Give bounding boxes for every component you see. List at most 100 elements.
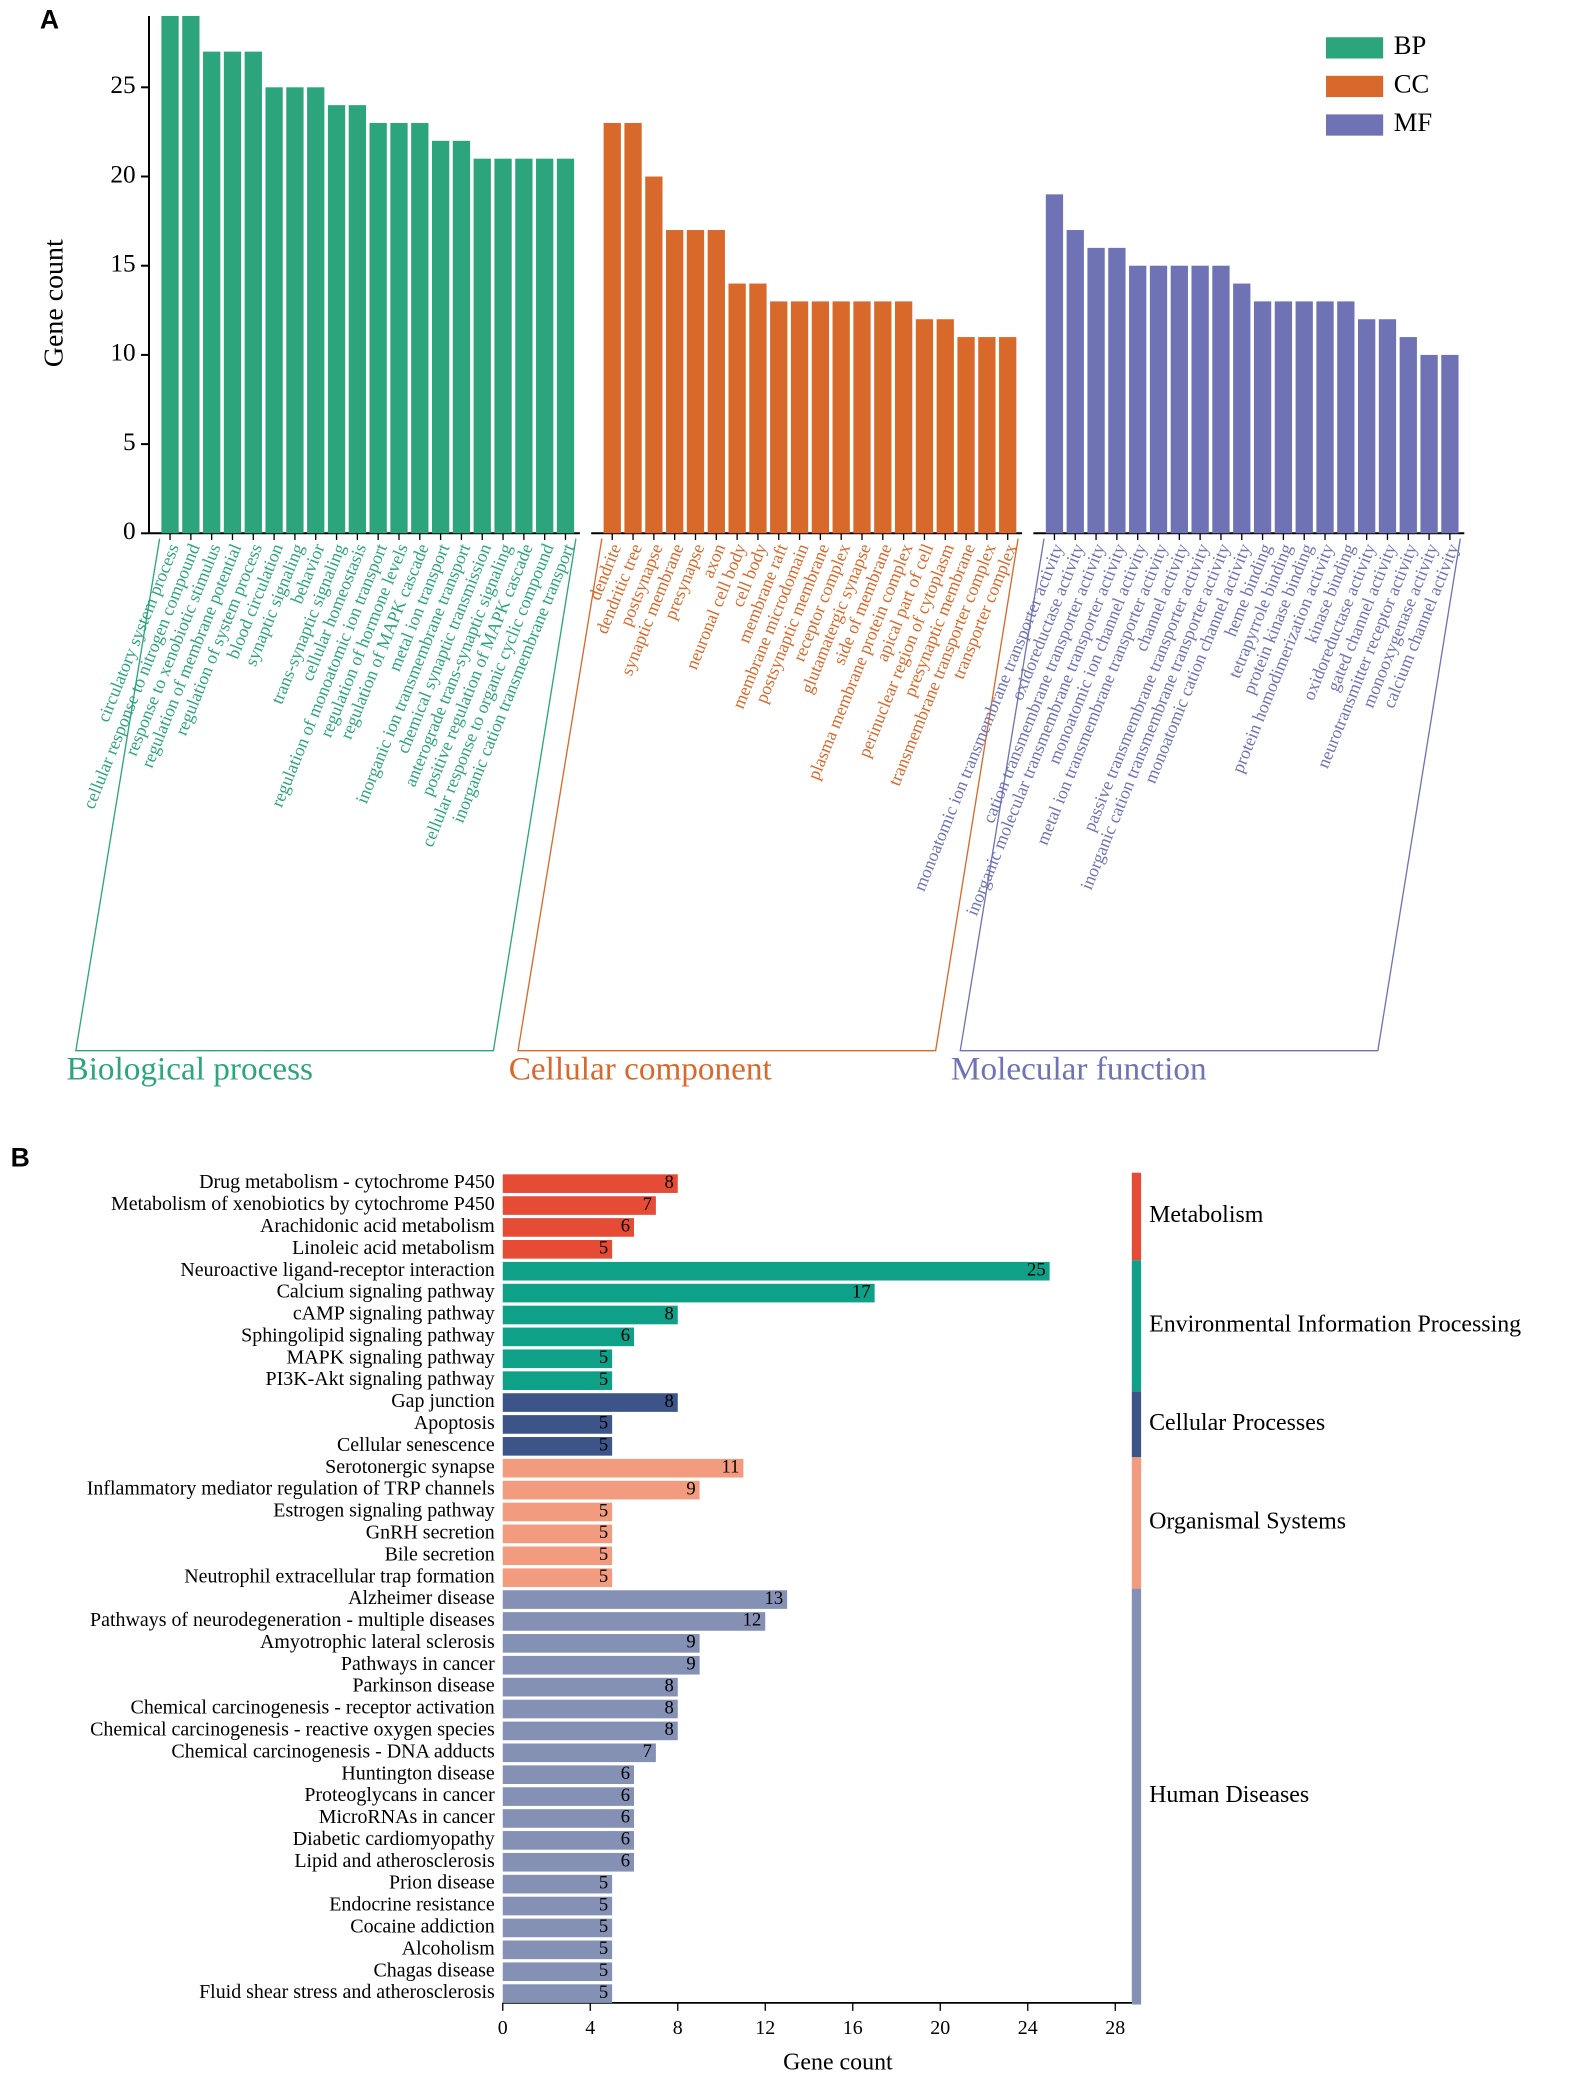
y-tick-label: Drug metabolism - cytochrome P450 [199,1171,495,1193]
x-tick-label: 28 [1105,2017,1125,2039]
value-label: 5 [599,1916,608,1937]
group-label: Molecular function [951,1051,1207,1088]
category-strip [1131,1172,1142,1261]
bar [832,301,850,534]
value-label: 6 [621,1763,630,1784]
value-label: 7 [643,1741,652,1762]
bar [686,230,705,534]
bar [790,301,809,534]
bar [502,1809,635,1828]
bar [1253,301,1272,534]
bar [603,122,621,534]
bar [1045,194,1064,534]
bar [1233,283,1251,534]
bar [728,283,746,534]
value-label: 6 [621,1216,630,1237]
bar [978,337,996,534]
bar [502,1743,656,1763]
legend-swatch [1325,114,1384,136]
value-label: 5 [599,1435,608,1456]
bar [502,1196,656,1215]
panel-label: B [11,1143,30,1173]
bar [502,1218,635,1237]
group-bracket [959,538,1461,1052]
y-tick-label: 5 [123,428,136,456]
bar [502,1480,700,1500]
bar [348,105,367,534]
value-label: 6 [621,1807,630,1828]
y-tick-label: 15 [110,250,135,278]
x-tick-label: 12 [755,2017,775,2039]
value-label: 5 [599,1894,608,1915]
y-tick-label: Chagas disease [374,1959,495,1981]
y-tick-label: 10 [110,339,135,367]
x-tick-label: 4 [585,2017,595,2039]
value-label: 5 [599,1369,608,1390]
y-tick-label: Alcoholism [402,1937,496,1959]
bar [1295,301,1313,534]
y-tick-label: Metabolism of xenobiotics by cytochrome … [111,1193,495,1215]
y-tick-label: Chemical carcinogenesis - DNA adducts [171,1740,495,1762]
bar [1399,337,1417,534]
value-label: 8 [664,1719,673,1740]
category-strip [1131,1260,1142,1392]
value-label: 6 [621,1785,630,1806]
bar [502,1393,678,1412]
value-label: 5 [599,1238,608,1259]
bar [1066,230,1084,534]
bar [502,1546,613,1566]
y-tick-label: Linoleic acid metabolism [292,1237,495,1259]
category-label: Metabolism [1149,1202,1264,1228]
bar [265,87,283,534]
panel-label: A [40,4,59,34]
y-tick-label: 20 [110,160,135,188]
y-tick-label: Sphingolipid signaling pathway [241,1324,495,1346]
bar [502,1721,678,1741]
bar [182,15,200,534]
y-tick-label: PI3K-Akt signaling pathway [266,1368,495,1390]
bar [502,1984,613,2003]
y-tick-label: MAPK signaling pathway [287,1346,495,1368]
y-axis-label: Gene count [38,239,69,367]
legend-swatch [1325,75,1384,98]
x-tick-label: 8 [673,2017,683,2039]
bar [1129,265,1147,534]
bar [811,301,830,534]
category-strip [1131,1391,1142,1458]
bar [431,140,450,534]
bar [307,87,325,534]
bar [502,1327,635,1347]
bar [1420,354,1438,534]
y-tick-label: Diabetic cardiomyopathy [293,1828,495,1850]
bar [1378,319,1397,534]
x-tick-label: 20 [930,2017,950,2039]
y-tick-label: 25 [110,71,135,99]
y-tick-label: Alzheimer disease [348,1587,495,1609]
value-label: 5 [599,1938,608,1959]
category-label: Cellular Processes [1149,1410,1325,1436]
y-tick-label: Chemical carcinogenesis - receptor activ… [131,1697,495,1719]
y-tick-label: Pathways in cancer [341,1653,495,1675]
bar [223,51,242,534]
group-bracket [517,538,1019,1052]
x-tick-label: 0 [498,2017,508,2039]
bar [1274,301,1293,534]
bar [502,1787,635,1806]
bar [645,176,663,534]
bar [286,87,304,534]
bar [502,1962,613,1982]
y-tick-label: Inflammatory mediator regulation of TRP … [87,1478,495,1500]
y-tick-label: MicroRNAs in cancer [319,1806,495,1828]
bar [894,301,913,534]
bar [502,1458,744,1478]
bar [502,1590,788,1609]
value-label: 7 [643,1194,652,1215]
bar [936,319,954,534]
value-label: 13 [765,1588,784,1609]
value-label: 9 [686,1632,695,1653]
bar [707,230,725,534]
category-label: Environmental Information Processing [1149,1311,1521,1337]
y-tick-label: Serotonergic synapse [325,1456,495,1478]
bar [770,301,788,534]
